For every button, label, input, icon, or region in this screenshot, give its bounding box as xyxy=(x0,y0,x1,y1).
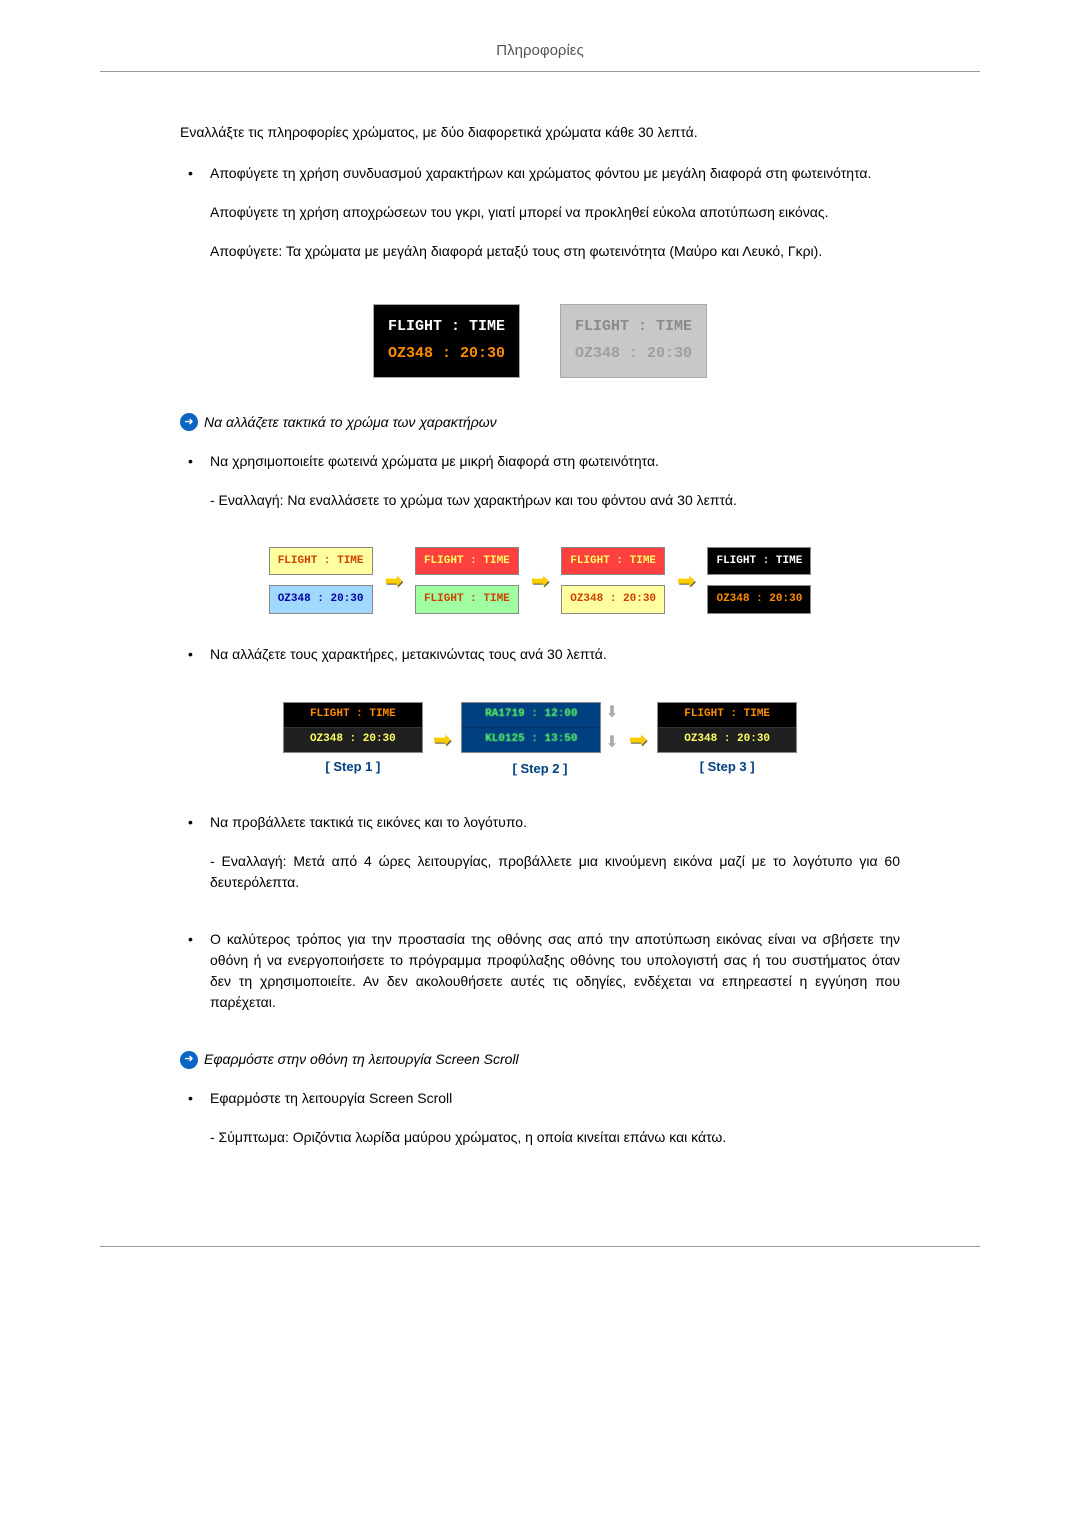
header-title: Πληροφορίες xyxy=(496,42,583,59)
bullet1-p3: Αποφύγετε: Τα χρώματα με μεγάλη διαφορά … xyxy=(210,241,900,262)
cycle-cell: FLIGHT : TIME xyxy=(269,547,373,576)
mini-board-row: OZ348 : 20:30 xyxy=(284,727,422,752)
bullet-item: • Να προβάλλετε τακτικά τις εικόνες και … xyxy=(180,812,900,911)
flight-board-row: OZ348 : 20:30 xyxy=(388,340,505,367)
flight-board-row: OZ348 : 20:30 xyxy=(575,340,692,367)
mini-board: FLIGHT : TIME OZ348 : 20:30 xyxy=(283,702,423,752)
flight-board-dark: FLIGHT : TIME OZ348 : 20:30 xyxy=(373,304,520,378)
arrow-down-icon: ⬇ xyxy=(605,701,618,725)
footer-divider xyxy=(100,1246,980,1247)
note-row: ➜ Εφαρμόστε στην οθόνη τη λειτουργία Scr… xyxy=(180,1049,900,1070)
arrow-right-icon: ➡ xyxy=(677,547,695,614)
bullet-dot: • xyxy=(180,1088,210,1166)
step-col: FLIGHT : TIME OZ348 : 20:30 [ Step 3 ] xyxy=(657,702,797,776)
bullet-dot: • xyxy=(180,644,210,683)
bullet-item: • Εφαρμόστε τη λειτουργία Screen Scroll … xyxy=(180,1088,900,1166)
arrow-right-icon: ➜ xyxy=(180,413,198,431)
step-label: [ Step 1 ] xyxy=(325,757,380,777)
cycle-cell: OZ348 : 20:30 xyxy=(707,585,811,614)
note-text: Εφαρμόστε στην οθόνη τη λειτουργία Scree… xyxy=(204,1049,519,1070)
mini-board-row: OZ348 : 20:30 xyxy=(658,727,796,752)
bullet2-p2: - Εναλλαγή: Να εναλλάσετε το χρώμα των χ… xyxy=(210,490,900,511)
cycle-cell: OZ348 : 20:30 xyxy=(269,585,373,614)
cycle-cell: FLIGHT : TIME xyxy=(561,547,665,576)
mini-board-row: KL0125 : 13:50 xyxy=(462,727,600,752)
cycle-cell: FLIGHT : TIME xyxy=(415,547,519,576)
bullet4-p2: - Εναλλαγή: Μετά από 4 ώρες λειτουργίας,… xyxy=(210,851,900,893)
arrow-right-icon: ➡ xyxy=(531,547,549,614)
mini-board-blur: RA1719 : 12:00 KL0125 : 13:50 xyxy=(461,702,601,752)
mini-board-row: RA1719 : 12:00 xyxy=(462,703,600,727)
step-label: [ Step 2 ] xyxy=(513,759,568,779)
bullet-item: • Να αλλάζετε τους χαρακτήρες, μετακινών… xyxy=(180,644,900,683)
bullet-dot: • xyxy=(180,812,210,911)
arrow-right-icon: ➡ xyxy=(629,723,647,756)
cycle-cell: FLIGHT : TIME xyxy=(415,585,519,614)
step-col: RA1719 : 12:00 KL0125 : 13:50 ⬇ ⬇ [ Step… xyxy=(461,701,618,779)
bullet-dot: • xyxy=(180,451,210,529)
mini-board-row: FLIGHT : TIME xyxy=(658,703,796,727)
bullet2-p1: Να χρησιμοποιείτε φωτεινά χρώματα με μικ… xyxy=(210,451,900,472)
flight-board-gray: FLIGHT : TIME OZ348 : 20:30 xyxy=(560,304,707,378)
bullet-dot: • xyxy=(180,163,210,280)
cycle-cell: FLIGHT : TIME xyxy=(707,547,811,576)
bullet1-p1: Αποφύγετε τη χρήση συνδυασμού χαρακτήρων… xyxy=(210,163,900,184)
note-row: ➜ Να αλλάζετε τακτικά το χρώμα των χαρακ… xyxy=(180,412,900,433)
arrow-right-icon: ➡ xyxy=(385,547,403,614)
bullet6-p1: Εφαρμόστε τη λειτουργία Screen Scroll xyxy=(210,1088,900,1109)
step-col: FLIGHT : TIME OZ348 : 20:30 [ Step 1 ] xyxy=(283,702,423,776)
bullet-item: • Αποφύγετε τη χρήση συνδυασμού χαρακτήρ… xyxy=(180,163,900,280)
mini-board: FLIGHT : TIME OZ348 : 20:30 xyxy=(657,702,797,752)
intro-text: Εναλλάξτε τις πληροφορίες χρώματος, με δ… xyxy=(180,122,900,143)
page-content: Εναλλάξτε τις πληροφορίες χρώματος, με δ… xyxy=(100,122,980,1167)
step-label: [ Step 3 ] xyxy=(700,757,755,777)
bullet4-p1: Να προβάλλετε τακτικά τις εικόνες και το… xyxy=(210,812,900,833)
mini-board-row: FLIGHT : TIME xyxy=(284,703,422,727)
arrow-down-icon: ⬇ xyxy=(605,731,618,755)
flight-board-pair: FLIGHT : TIME OZ348 : 20:30 FLIGHT : TIM… xyxy=(180,304,900,378)
flight-board-row: FLIGHT : TIME xyxy=(575,313,692,340)
bullet-item: • Να χρησιμοποιείτε φωτεινά χρώματα με μ… xyxy=(180,451,900,529)
bullet3: Να αλλάζετε τους χαρακτήρες, μετακινώντα… xyxy=(210,644,900,665)
arrow-right-icon: ➜ xyxy=(180,1051,198,1069)
page-header: Πληροφορίες xyxy=(100,40,980,72)
bullet1-p2: Αποφύγετε τη χρήση αποχρώσεων του γκρι, … xyxy=(210,202,900,223)
bullet-item: • Ο καλύτερος τρόπος για την προστασία τ… xyxy=(180,929,900,1031)
bullet6-p2: - Σύμπτωμα: Οριζόντια λωρίδα μαύρου χρώμ… xyxy=(210,1127,900,1148)
bullet-dot: • xyxy=(180,929,210,1031)
flight-board-row: FLIGHT : TIME xyxy=(388,313,505,340)
color-cycle-row: FLIGHT : TIME OZ348 : 20:30 ➡ FLIGHT : T… xyxy=(180,547,900,614)
bullet5: Ο καλύτερος τρόπος για την προστασία της… xyxy=(210,929,900,1013)
arrow-right-icon: ➡ xyxy=(433,723,451,756)
steps-row: FLIGHT : TIME OZ348 : 20:30 [ Step 1 ] ➡… xyxy=(180,701,900,779)
note-text: Να αλλάζετε τακτικά το χρώμα των χαρακτή… xyxy=(204,412,497,433)
cycle-cell: OZ348 : 20:30 xyxy=(561,585,665,614)
